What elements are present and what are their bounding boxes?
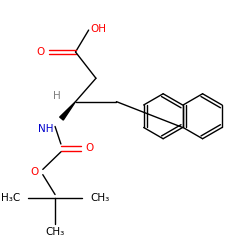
Text: CH₃: CH₃	[90, 193, 109, 203]
Text: H: H	[53, 91, 61, 101]
Text: NH: NH	[38, 124, 54, 134]
Text: OH: OH	[90, 24, 106, 34]
Polygon shape	[60, 102, 76, 120]
Text: O: O	[36, 47, 45, 57]
Text: H₃C: H₃C	[1, 193, 20, 203]
Text: CH₃: CH₃	[46, 227, 65, 237]
Text: O: O	[86, 143, 94, 153]
Text: O: O	[31, 167, 39, 177]
